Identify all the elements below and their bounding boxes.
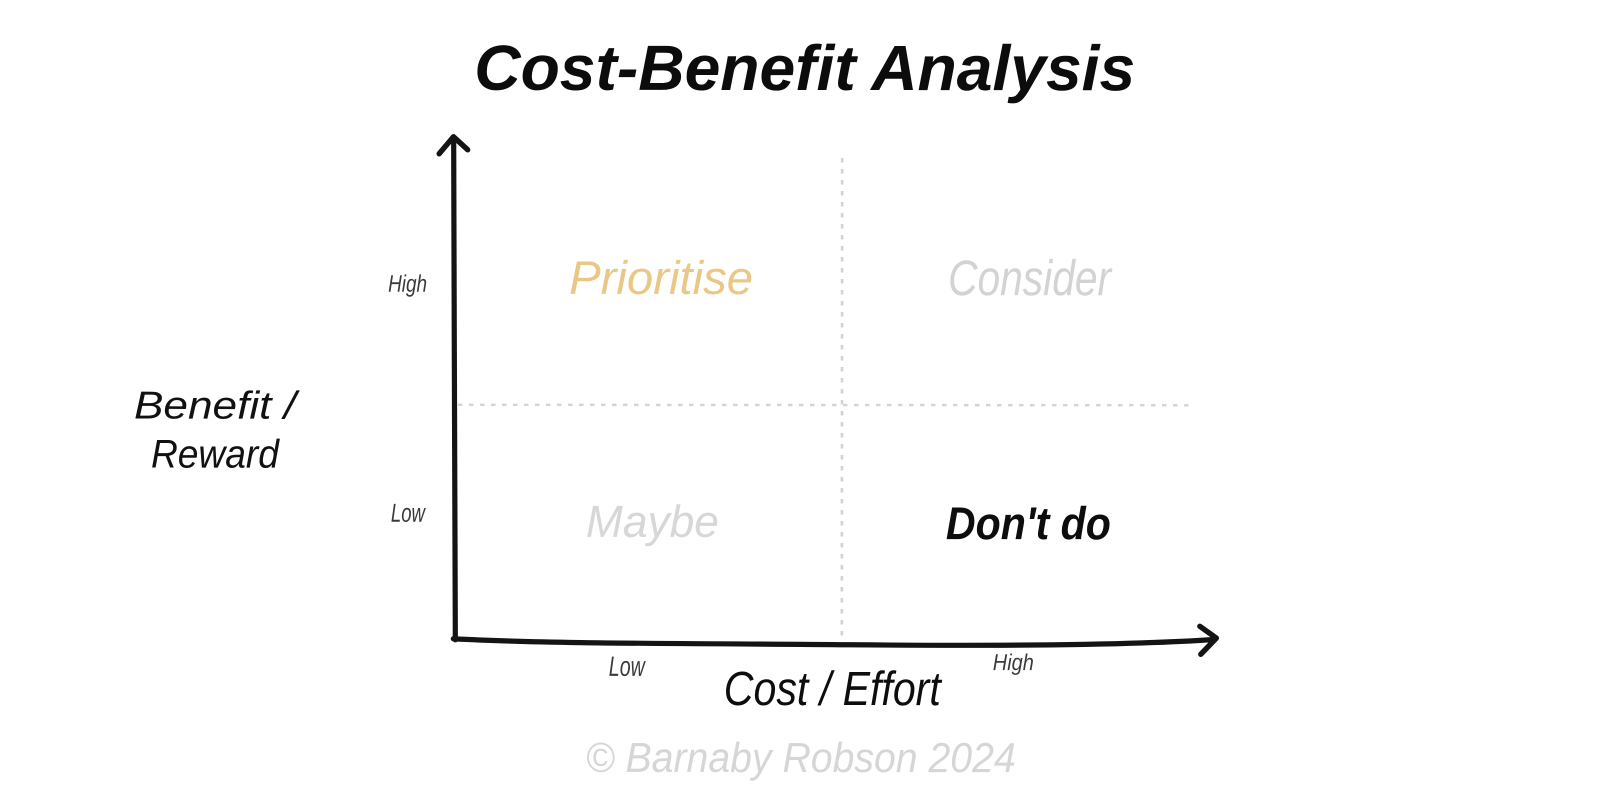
svg-text:Reward: Reward [151,433,281,477]
svg-text:Maybe: Maybe [586,496,719,547]
svg-text:Benefit /: Benefit / [134,385,301,428]
svg-text:© Barnaby Robson 2024: © Barnaby Robson 2024 [586,734,1016,781]
svg-text:High: High [388,271,427,298]
svg-text:Low: Low [609,651,646,682]
svg-text:Don't do: Don't do [946,497,1111,549]
svg-text:Consider: Consider [948,250,1113,306]
svg-text:Low: Low [391,498,427,528]
svg-text:Prioritise: Prioritise [569,251,753,304]
svg-text:Cost-Benefit Analysis: Cost-Benefit Analysis [474,32,1135,104]
svg-text:High: High [993,649,1034,675]
svg-text:Cost / Effort: Cost / Effort [724,663,942,716]
